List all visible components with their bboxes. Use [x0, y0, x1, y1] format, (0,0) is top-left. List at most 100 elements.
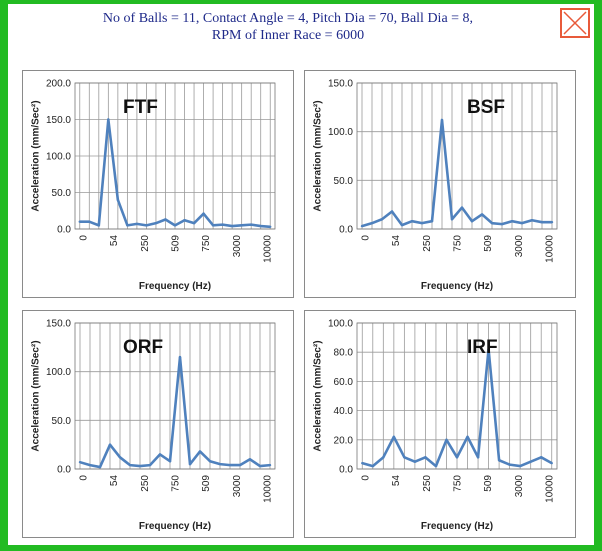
- chart-title: IRF: [467, 337, 498, 358]
- x-tick-label: 750: [453, 235, 464, 252]
- data-point: [108, 443, 112, 446]
- x-tick-label: 54: [391, 475, 402, 487]
- data-point: [529, 460, 532, 463]
- x-tick-label: 3000: [514, 235, 525, 258]
- x-axis-label: Frequency (Hz): [421, 521, 493, 532]
- chart-panel-ftf: 0.0 50.0 100.0 150.0 200.0 0 54 250 509 750 3000 10…: [22, 70, 294, 298]
- data-point: [78, 460, 82, 464]
- y-tick-label: 40.0: [334, 406, 354, 417]
- x-tick-label: 0: [361, 475, 372, 481]
- chart-panel-orf: 0.0 50.0 100.0 150.0 0 54 250 750 509 3000 10000 OR…: [22, 310, 294, 538]
- data-point: [128, 463, 132, 467]
- chart-orf: 0.0 50.0 100.0 150.0 0 54 250 750 509 3000 10000 OR…: [31, 319, 276, 532]
- chart-title: FTF: [123, 97, 158, 118]
- x-tick-label: 509: [201, 475, 212, 492]
- data-point: [154, 221, 158, 225]
- y-tick-label: 20.0: [334, 435, 354, 446]
- data-point: [380, 218, 384, 221]
- data-point: [202, 212, 205, 215]
- x-tick-label: 10000: [545, 235, 556, 263]
- results-window: No of Balls = 11, Contact Angle = 4, Pit…: [8, 4, 594, 545]
- close-x-icon: [563, 11, 587, 35]
- data-point: [413, 460, 417, 463]
- data-point: [487, 348, 490, 351]
- data-point: [500, 222, 504, 226]
- data-point: [530, 219, 534, 222]
- chart-panel-bsf: 0.0 50.0 100.0 150.0 0 54 250 750 509 3000 10000 BS…: [304, 70, 576, 298]
- close-button[interactable]: [560, 8, 590, 38]
- data-point: [403, 456, 406, 459]
- data-point: [508, 463, 511, 466]
- chart-title: BSF: [467, 97, 505, 118]
- y-tick-label: 0.0: [339, 225, 353, 236]
- data-point: [518, 464, 522, 468]
- data-point: [455, 456, 459, 459]
- data-point: [550, 461, 553, 465]
- data-point: [268, 463, 272, 467]
- data-point: [218, 462, 222, 466]
- data-point: [410, 220, 414, 223]
- data-point: [361, 461, 364, 465]
- x-axis-label: Frequency (Hz): [421, 281, 493, 292]
- x-tick-label: 750: [171, 475, 182, 492]
- parameters-line-1: No of Balls = 11, Contact Angle = 4, Pit…: [102, 11, 474, 26]
- data-point: [228, 463, 232, 467]
- y-tick-label: 0.0: [339, 465, 353, 476]
- y-axis-label: Acceleration (mm/Sec²): [31, 100, 42, 211]
- data-point: [178, 355, 182, 359]
- x-tick-label: 250: [140, 235, 151, 252]
- y-tick-label: 150.0: [328, 79, 353, 90]
- y-tick-label: 0.0: [57, 465, 71, 476]
- data-point: [88, 463, 92, 467]
- y-tick-label: 100.0: [328, 127, 353, 138]
- x-tick-label: 0: [79, 475, 90, 481]
- data-point: [424, 456, 427, 459]
- data-point: [490, 221, 494, 225]
- data-point: [430, 220, 434, 223]
- y-tick-label: 80.0: [334, 348, 354, 359]
- data-point: [510, 220, 514, 223]
- data-point: [259, 224, 262, 228]
- data-point: [78, 220, 81, 223]
- y-tick-label: 50.0: [52, 188, 72, 199]
- data-point: [98, 465, 102, 469]
- data-point: [158, 453, 162, 456]
- data-point: [249, 223, 253, 226]
- data-point: [382, 456, 385, 459]
- data-point: [135, 222, 139, 226]
- x-tick-label: 509: [171, 235, 182, 252]
- gridlines: [75, 82, 275, 230]
- data-point: [440, 118, 444, 122]
- x-tick-label: 3000: [514, 475, 525, 498]
- y-tick-label: 50.0: [52, 416, 72, 427]
- y-tick-label: 100.0: [328, 319, 353, 330]
- y-tick-label: 100.0: [46, 367, 71, 378]
- series-line: [361, 118, 552, 228]
- x-tick-label: 750: [453, 475, 464, 492]
- data-point: [540, 220, 544, 224]
- x-tick-label: 0: [361, 235, 372, 241]
- x-tick-label: 3000: [232, 235, 243, 258]
- x-tick-label: 3000: [232, 475, 243, 498]
- data-point: [476, 456, 480, 459]
- data-point: [208, 460, 212, 463]
- x-tick-label: 509: [483, 475, 494, 492]
- gridlines: [357, 82, 557, 230]
- plot-area: [356, 322, 558, 470]
- parameters-line-2: RPM of Inner Race = 6000: [211, 28, 365, 43]
- data-point: [118, 456, 122, 459]
- x-axis-label: Frequency (Hz): [139, 521, 211, 532]
- data-point: [240, 224, 243, 227]
- data-point: [168, 460, 172, 463]
- data-point: [173, 224, 177, 227]
- data-point: [371, 464, 374, 468]
- chart-bsf: 0.0 50.0 100.0 150.0 0 54 250 750 509 3000 10000 BS…: [313, 79, 558, 292]
- data-point: [434, 464, 438, 468]
- x-tick-label: 750: [201, 235, 212, 252]
- plot-area: [74, 322, 276, 470]
- data-point: [248, 458, 252, 461]
- y-tick-label: 150.0: [46, 115, 71, 126]
- data-point: [183, 219, 186, 222]
- data-point: [107, 118, 110, 121]
- y-axis-label: Acceleration (mm/Sec²): [313, 340, 324, 451]
